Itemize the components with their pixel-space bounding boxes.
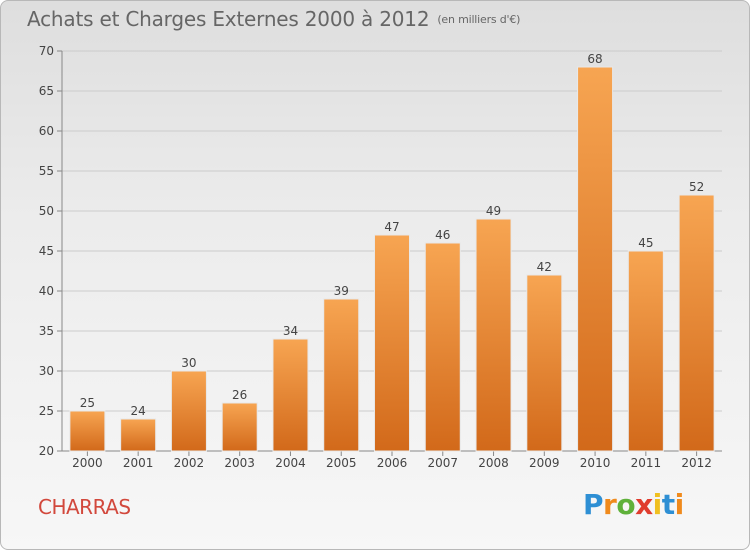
y-tick-label: 65 [39, 84, 54, 98]
data-label: 52 [689, 180, 704, 194]
x-tick-label: 2001 [123, 456, 154, 470]
x-tick-label: 2005 [326, 456, 357, 470]
y-tick-label: 40 [39, 284, 54, 298]
y-tick-label: 45 [39, 244, 54, 258]
bar [475, 218, 512, 452]
x-tick-label: 2000 [72, 456, 103, 470]
bar [678, 194, 715, 452]
logo-letter: o [616, 488, 636, 521]
bar [272, 338, 309, 452]
bar [526, 274, 563, 452]
x-tick-label: 2008 [478, 456, 509, 470]
x-tick-label: 2002 [174, 456, 205, 470]
chart-title: Achats et Charges Externes 2000 à 2012 (e… [27, 7, 520, 31]
bar [221, 402, 258, 452]
data-label: 47 [384, 220, 399, 234]
x-tick-label: 2006 [377, 456, 408, 470]
logo-letter: i [652, 488, 663, 521]
data-label: 42 [537, 260, 552, 274]
y-tick-label: 30 [39, 364, 54, 378]
data-label: 49 [486, 204, 501, 218]
y-tick-label: 55 [39, 164, 54, 178]
data-label: 45 [638, 236, 653, 250]
bar [120, 418, 157, 452]
data-label: 39 [334, 284, 349, 298]
data-label: 46 [435, 228, 450, 242]
x-tick-label: 2012 [681, 456, 712, 470]
data-label: 25 [80, 396, 95, 410]
y-tick-label: 50 [39, 204, 54, 218]
logo-letter: P [583, 488, 604, 521]
y-tick-label: 35 [39, 324, 54, 338]
x-tick-label: 2010 [580, 456, 611, 470]
x-tick-label: 2003 [224, 456, 255, 470]
logo-letter: r [603, 488, 617, 521]
bars [69, 66, 715, 452]
data-label: 30 [181, 356, 196, 370]
labels: 20 25 30 35 40 45 50 55 60 65 70 25 2000 24 2001 30 2002… [39, 44, 712, 470]
logo-letter: t [661, 488, 675, 521]
bar [424, 242, 461, 452]
x-tick-label: 2011 [631, 456, 662, 470]
y-tick-label: 20 [39, 444, 54, 458]
y-tick-label: 60 [39, 124, 54, 138]
x-tick-label: 2007 [427, 456, 458, 470]
logo-letter: x [635, 488, 653, 521]
chart-subtitle: (en milliers d'€) [437, 13, 521, 26]
bar [69, 410, 106, 452]
bar [323, 298, 360, 452]
logo-letter: i [674, 488, 685, 521]
y-tick-label: 70 [39, 44, 54, 58]
data-label: 26 [232, 388, 247, 402]
x-tick-label: 2004 [275, 456, 306, 470]
x-tick-label: 2009 [529, 456, 560, 470]
proxiti-logo: Proxiti [583, 488, 684, 521]
y-tick-label: 25 [39, 404, 54, 418]
bar [577, 66, 614, 452]
bar [374, 234, 410, 452]
bar [627, 250, 664, 452]
data-label: 68 [587, 52, 602, 66]
chart-title-text: Achats et Charges Externes 2000 à 2012 [27, 7, 430, 31]
commune-name: CHARRAS [38, 495, 131, 519]
data-label: 24 [131, 404, 146, 418]
data-label: 34 [283, 324, 298, 338]
bar [170, 370, 207, 452]
